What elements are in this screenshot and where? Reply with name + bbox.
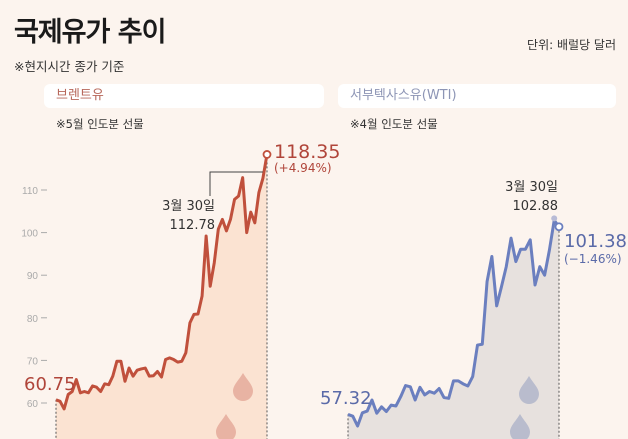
annotation-date: 3월 30일 <box>162 199 215 214</box>
brent-label: 브렌트유 <box>44 84 324 108</box>
end-marker <box>554 222 564 232</box>
area-fill <box>348 220 559 439</box>
annotation-date: 3월 30일 <box>505 180 558 195</box>
end-change-label: (−1.46%) <box>564 252 622 266</box>
end-marker <box>262 150 272 159</box>
annotation-dot <box>551 215 558 222</box>
start-value-label: 57.32 <box>320 388 372 409</box>
y-tick-label: 70 <box>27 356 39 367</box>
end-value-label: 101.38 <box>564 231 627 252</box>
oil-drop-icon <box>233 373 253 401</box>
y-tick-label: 60 <box>27 399 39 410</box>
wti-label: 서부텍사스유(WTI) <box>338 84 616 108</box>
brent-subtitle: ※5월 인도분 선물 <box>56 117 144 131</box>
unit-label: 단위: 배럴당 달러 <box>527 38 616 52</box>
oil-drop-icon <box>510 414 530 439</box>
end-value-label: 118.35 <box>274 141 340 163</box>
area-fill <box>56 154 267 439</box>
oil-drop-icon <box>519 376 539 404</box>
y-tick-label: 80 <box>27 314 39 325</box>
y-tick-label: 110 <box>22 186 38 197</box>
y-tick-label: 90 <box>27 271 39 282</box>
wti-subtitle: ※4월 인도분 선물 <box>350 117 438 131</box>
y-tick-label: 100 <box>21 229 38 240</box>
page-title: 국제유가 추이 <box>14 17 166 48</box>
annotation-value: 102.88 <box>513 199 559 214</box>
annotation-value: 112.78 <box>170 218 216 233</box>
start-value-label: 60.75 <box>24 374 76 395</box>
end-change-label: (+4.94%) <box>274 161 332 175</box>
oil-drop-icon <box>216 414 236 439</box>
note-label: ※현지시간 종가 기준 <box>14 59 125 74</box>
annotation-leader <box>209 171 263 196</box>
